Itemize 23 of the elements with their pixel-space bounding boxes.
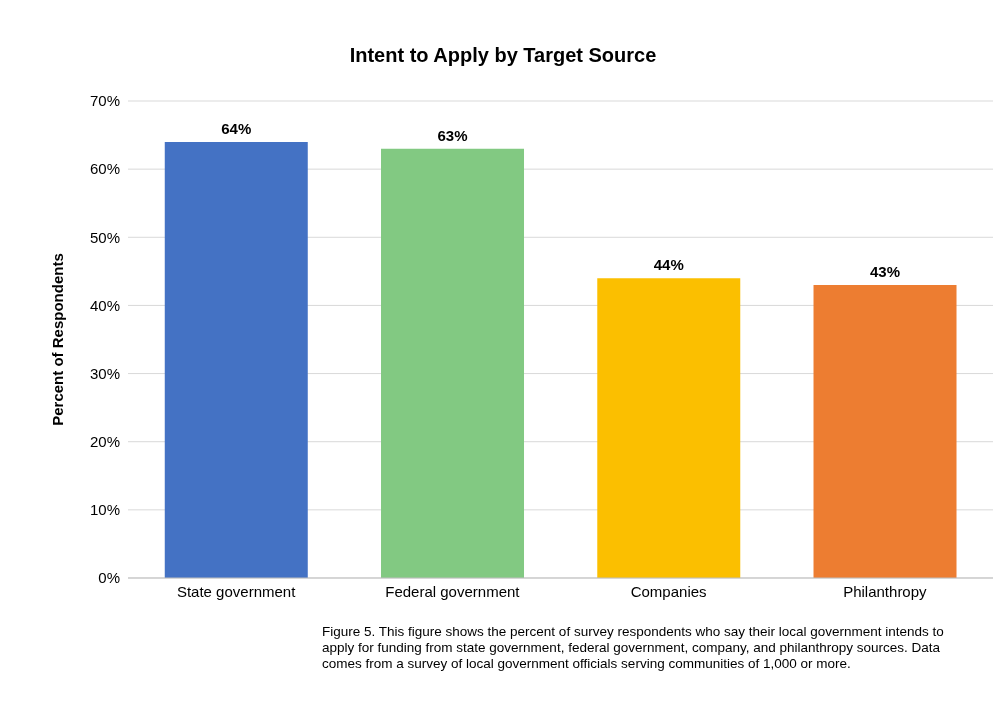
caption: Figure 5. This figure shows the percent of survey respondents who say their local government intends to apply for funding from state government, federal government, company, and philanthropy sources. Data comes from a survey of local government officials serving communities of 1,000 or more. <box>322 624 945 672</box>
y-tick-label: 70% <box>89 92 120 110</box>
x-tick-label: Philanthropy <box>843 582 928 600</box>
y-tick-label: 60% <box>89 160 120 178</box>
y-tick-label: 40% <box>89 296 120 314</box>
data-label: 64% <box>221 119 252 137</box>
bar <box>381 148 525 578</box>
y-tick-label: 30% <box>89 364 120 382</box>
x-tick-label: State government <box>176 582 297 600</box>
data-label: 43% <box>870 262 901 280</box>
bar <box>813 284 957 578</box>
x-tick-label: Federal government <box>385 582 521 600</box>
y-tick-label: 0% <box>98 569 120 587</box>
bar <box>597 278 741 578</box>
y-axis-title: Percent of Respondents <box>49 253 67 426</box>
x-tick-label: Companies <box>630 582 707 600</box>
chart-title: Intent to Apply by Target Source <box>348 44 658 67</box>
bar <box>164 141 308 578</box>
data-label: 44% <box>653 256 684 274</box>
y-tick-label: 10% <box>89 501 120 519</box>
y-tick-label: 20% <box>89 433 120 451</box>
data-label: 63% <box>437 126 468 144</box>
y-tick-label: 50% <box>89 228 120 246</box>
